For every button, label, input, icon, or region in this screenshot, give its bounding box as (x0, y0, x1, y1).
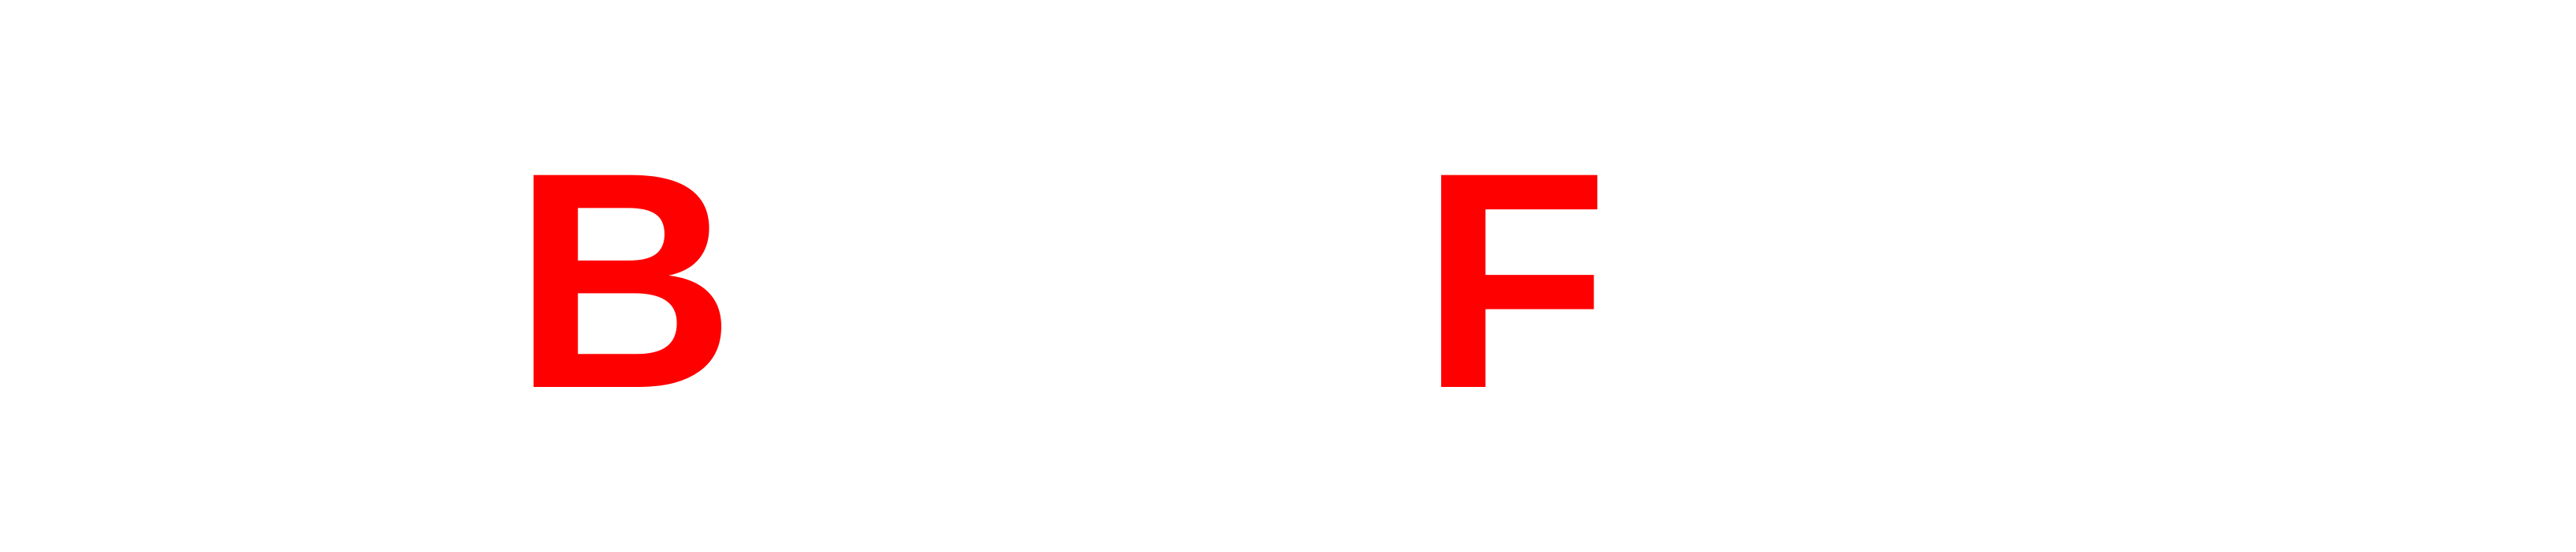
letter-b: B (513, 108, 736, 452)
letter-f: F (1421, 108, 1609, 452)
